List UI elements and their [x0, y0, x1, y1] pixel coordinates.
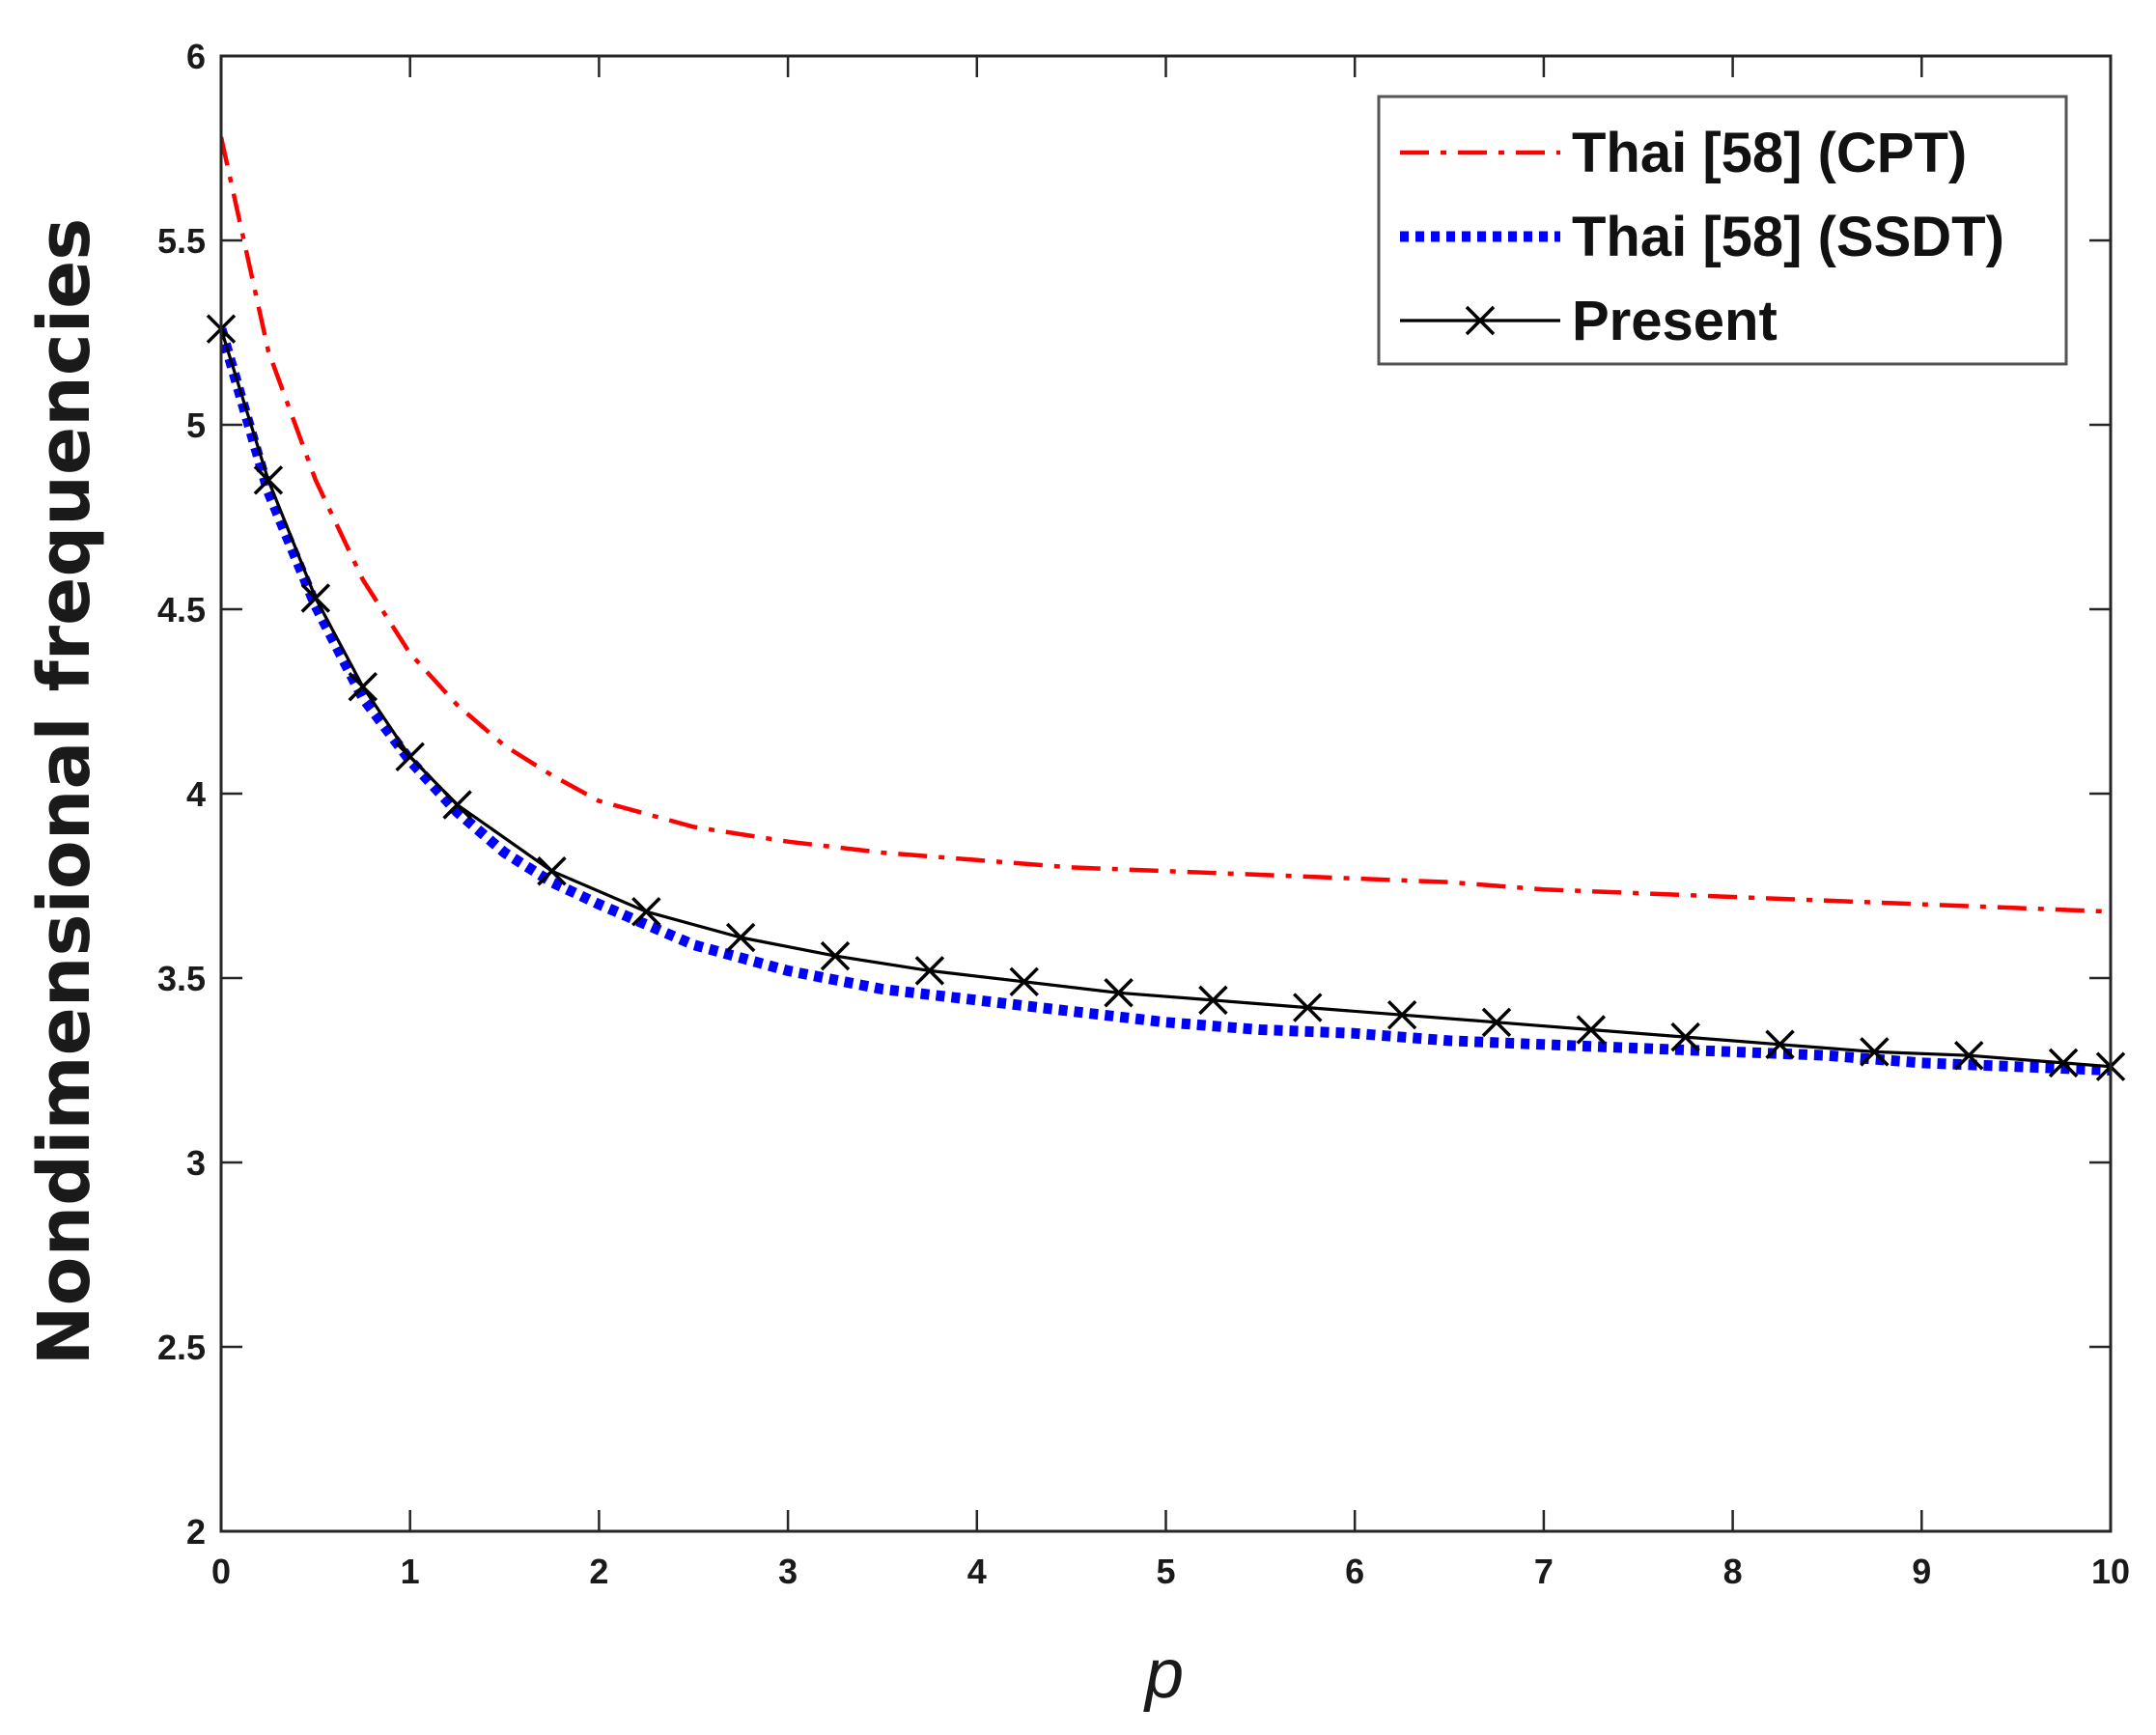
y-tick-label: 2.5 — [157, 1328, 206, 1367]
y-tick-label: 5 — [186, 406, 206, 445]
x-tick-label: 10 — [2091, 1552, 2130, 1591]
data-point-marker — [1009, 966, 1039, 997]
axes-layer: 0 1 2 3 4 5 6 7 8 9 10 2 2.5 3 3.5 4 4.5 5 5.5 6 — [157, 37, 2130, 1591]
x-tick-label: 5 — [1156, 1552, 1175, 1591]
data-point-marker — [300, 583, 331, 613]
data-point-marker — [1670, 1021, 1700, 1052]
series-line-1 — [221, 136, 2111, 914]
x-tick-label: 0 — [211, 1552, 231, 1591]
x-tick-label: 4 — [967, 1552, 987, 1591]
x-tick-label: 6 — [1345, 1552, 1364, 1591]
x-tick-label: 2 — [589, 1552, 608, 1591]
data-point-marker — [725, 922, 756, 953]
x-tick-label: 7 — [1534, 1552, 1554, 1591]
series-line-3 — [221, 328, 2111, 1069]
y-tick-label: 2 — [186, 1512, 206, 1552]
data-point-marker — [1386, 999, 1417, 1030]
y-tick-label: 3.5 — [157, 959, 206, 998]
data-point-marker — [395, 742, 425, 772]
y-tick-label: 6 — [186, 37, 206, 76]
y-tick-label: 4.5 — [157, 590, 206, 630]
data-point-marker — [1576, 1015, 1607, 1045]
y-tick-label: 5.5 — [157, 221, 206, 261]
data-point-marker — [1953, 1040, 1984, 1071]
data-point-marker — [348, 671, 378, 702]
data-point-marker — [1293, 993, 1323, 1022]
data-point-marker — [631, 897, 661, 927]
x-tick-label: 8 — [1723, 1552, 1743, 1591]
legend-label-2: Thai [58] (SSDT) — [1572, 206, 2004, 268]
series-layer — [206, 136, 2126, 1081]
legend-marker — [1465, 305, 1496, 336]
y-axis-title: Nondimensional frequencies — [23, 218, 106, 1366]
data-point-marker — [537, 855, 567, 886]
legend: Thai [58] (CPT) Thai [58] (SSDT) Present — [1377, 95, 2068, 366]
legend-label-1: Thai [58] (CPT) — [1572, 122, 1967, 184]
data-point-marker — [1481, 1007, 1512, 1038]
data-point-marker — [1198, 985, 1228, 1016]
x-tick-label: 1 — [401, 1552, 420, 1591]
y-tick-label: 3 — [186, 1143, 206, 1183]
data-point-marker — [253, 465, 284, 495]
data-point-marker — [442, 790, 472, 820]
data-point-marker — [1104, 978, 1134, 1008]
x-axis-title: p — [1143, 1636, 1184, 1713]
data-point-marker — [820, 940, 851, 971]
data-point-marker — [1765, 1029, 1795, 1059]
data-point-marker — [1860, 1037, 1890, 1067]
x-tick-label: 3 — [778, 1552, 798, 1591]
legend-label-3: Present — [1572, 290, 1778, 352]
data-point-marker — [914, 956, 945, 986]
y-tick-label: 4 — [186, 774, 206, 814]
data-point-marker — [2048, 1048, 2079, 1078]
x-tick-label: 9 — [1912, 1552, 1931, 1591]
